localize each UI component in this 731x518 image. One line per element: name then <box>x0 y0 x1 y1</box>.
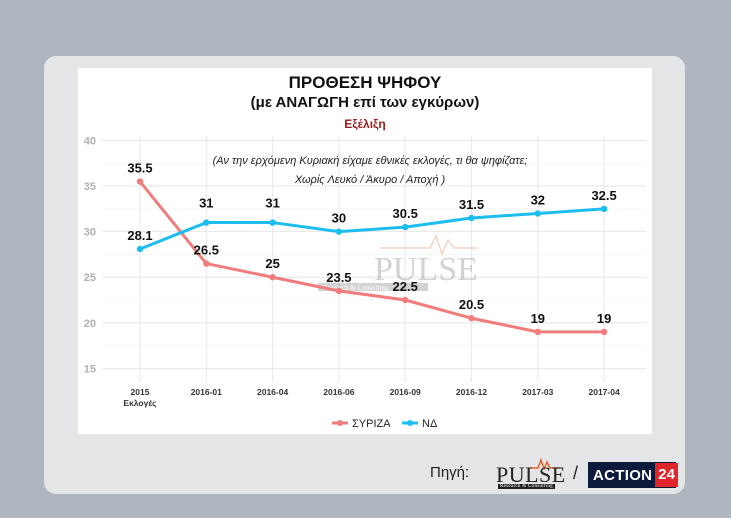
watermark-word: PULSE <box>374 251 478 288</box>
y-tick-label: 35 <box>84 181 96 193</box>
data-label-syriza: 25 <box>265 256 279 271</box>
data-label-syriza: 35.5 <box>127 161 152 176</box>
data-label-nd: 31 <box>199 196 213 211</box>
data-point-syriza <box>534 328 541 336</box>
data-label-nd: 31.5 <box>459 197 484 212</box>
data-point-syriza <box>335 287 343 295</box>
data-point-nd <box>269 219 276 226</box>
pulse-logo-word: PULSE <box>496 462 566 487</box>
x-tick-label-line: 2016-01 <box>191 387 222 397</box>
data-point-nd <box>402 223 409 231</box>
series-line-nd <box>138 207 606 251</box>
y-tick-label: 30 <box>84 227 96 239</box>
chart-subtitle: (με ΑΝΑΓΩΓΗ επί των εγκύρων) <box>250 94 480 111</box>
x-tick-label-line: 2016-12 <box>456 387 487 397</box>
x-tick-label: 2016-09 <box>390 387 421 397</box>
chart-subheading: Εξέλιξη <box>344 117 386 131</box>
data-label-nd: 28.1 <box>127 228 152 243</box>
data-label-nd: 32 <box>531 192 545 207</box>
series-line-syriza <box>138 180 606 334</box>
data-label-syriza: 19 <box>531 311 545 326</box>
x-tick-label: 2015 Εκλογές <box>123 387 157 408</box>
data-point-syriza <box>269 274 276 281</box>
data-point-syriza <box>600 328 608 336</box>
line-chart: 15 20 25 30 35 40 2015 Εκλογές 2016-01 2016-04 201… <box>84 136 646 430</box>
data-label-syriza: 20.5 <box>459 297 484 312</box>
data-point-syriza <box>136 178 144 185</box>
data-point-nd <box>203 219 210 226</box>
question-line-1: (Αν την ερχόμενη Κυριακή είχαμε εθνικές … <box>212 155 528 167</box>
pulse-logo: PULSE Research & Consulting <box>496 458 566 492</box>
source-separator: / <box>573 463 579 483</box>
data-point-syriza <box>203 260 210 267</box>
source-footer: Πηγή: PULSE Research & Consulting / ACTI… <box>430 458 690 494</box>
data-label-nd: 30 <box>332 211 346 226</box>
x-tick-label: 2017-03 <box>522 387 553 397</box>
data-point-nd <box>534 210 541 217</box>
data-point-nd <box>600 205 608 213</box>
x-tick-label: 2017-04 <box>588 387 619 397</box>
x-tick-label-line: 2017-04 <box>588 387 619 397</box>
action24-word: ACTION <box>593 466 653 484</box>
data-label-syriza: 22.5 <box>393 279 418 294</box>
pulse-logo-sub: Research & Consulting <box>498 484 555 489</box>
data-point-nd <box>468 214 475 222</box>
x-tick-label: 2016-04 <box>257 387 288 397</box>
data-label-nd: 30.5 <box>393 206 418 221</box>
data-point-nd <box>136 245 144 253</box>
legend-label-nd: ΝΔ <box>422 418 438 430</box>
x-tick-label-line: Εκλογές <box>123 398 157 408</box>
chart-titles: ΠΡΟΘΕΣΗ ΨΗΦΟΥ (με ΑΝΑΓΩΓΗ επί των εγκύρω… <box>78 72 652 133</box>
y-tick-label: 40 <box>84 136 96 148</box>
data-label-syriza: 23.5 <box>326 270 351 285</box>
x-tick-label-line: 2017-03 <box>522 387 553 397</box>
data-label-syriza: 26.5 <box>194 243 219 258</box>
x-tick-label: 2016-12 <box>456 387 487 397</box>
question-line-2: Χωρίς Λευκό / Άκυρο / Αποχή ) <box>294 174 446 186</box>
x-tick-label: 2016-06 <box>323 387 354 397</box>
watermark-spark <box>380 234 478 257</box>
question-text: (Αν την ερχόμενη Κυριακή είχαμε εθνικές … <box>150 152 590 190</box>
pulse-spark-icon <box>530 458 560 470</box>
data-point-syriza <box>402 296 409 304</box>
x-tick-label: 2016-01 <box>191 387 222 397</box>
y-tick-label: 25 <box>84 272 96 284</box>
data-point-syriza <box>468 315 475 322</box>
action24-logo: ACTION 24 <box>588 462 678 488</box>
source-label: Πηγή: <box>430 464 470 481</box>
x-tick-label-line: 2016-09 <box>390 387 421 397</box>
legend-marker-nd <box>407 420 413 426</box>
data-label-nd: 32.5 <box>591 188 616 203</box>
y-tick-label: 15 <box>84 363 96 375</box>
action24-number: 24 <box>655 463 678 487</box>
data-label-syriza: 19 <box>597 311 611 326</box>
legend-label-syriza: ΣΥΡΙΖΑ <box>352 418 391 430</box>
y-tick-label: 20 <box>84 318 96 330</box>
x-tick-label-line: 2016-04 <box>257 387 288 397</box>
legend-marker-syriza <box>337 420 343 426</box>
watermark-sub-bg <box>318 283 428 291</box>
chart-title: ΠΡΟΘΕΣΗ ΨΗΦΟΥ <box>288 73 442 92</box>
x-tick-label-line: 2015 <box>131 387 150 397</box>
watermark-sub: Research & Consulting <box>323 284 389 292</box>
plot-area <box>102 136 646 382</box>
x-tick-label-line: 2016-06 <box>323 387 354 397</box>
data-label-nd: 31 <box>265 196 279 211</box>
data-point-nd <box>335 228 343 235</box>
